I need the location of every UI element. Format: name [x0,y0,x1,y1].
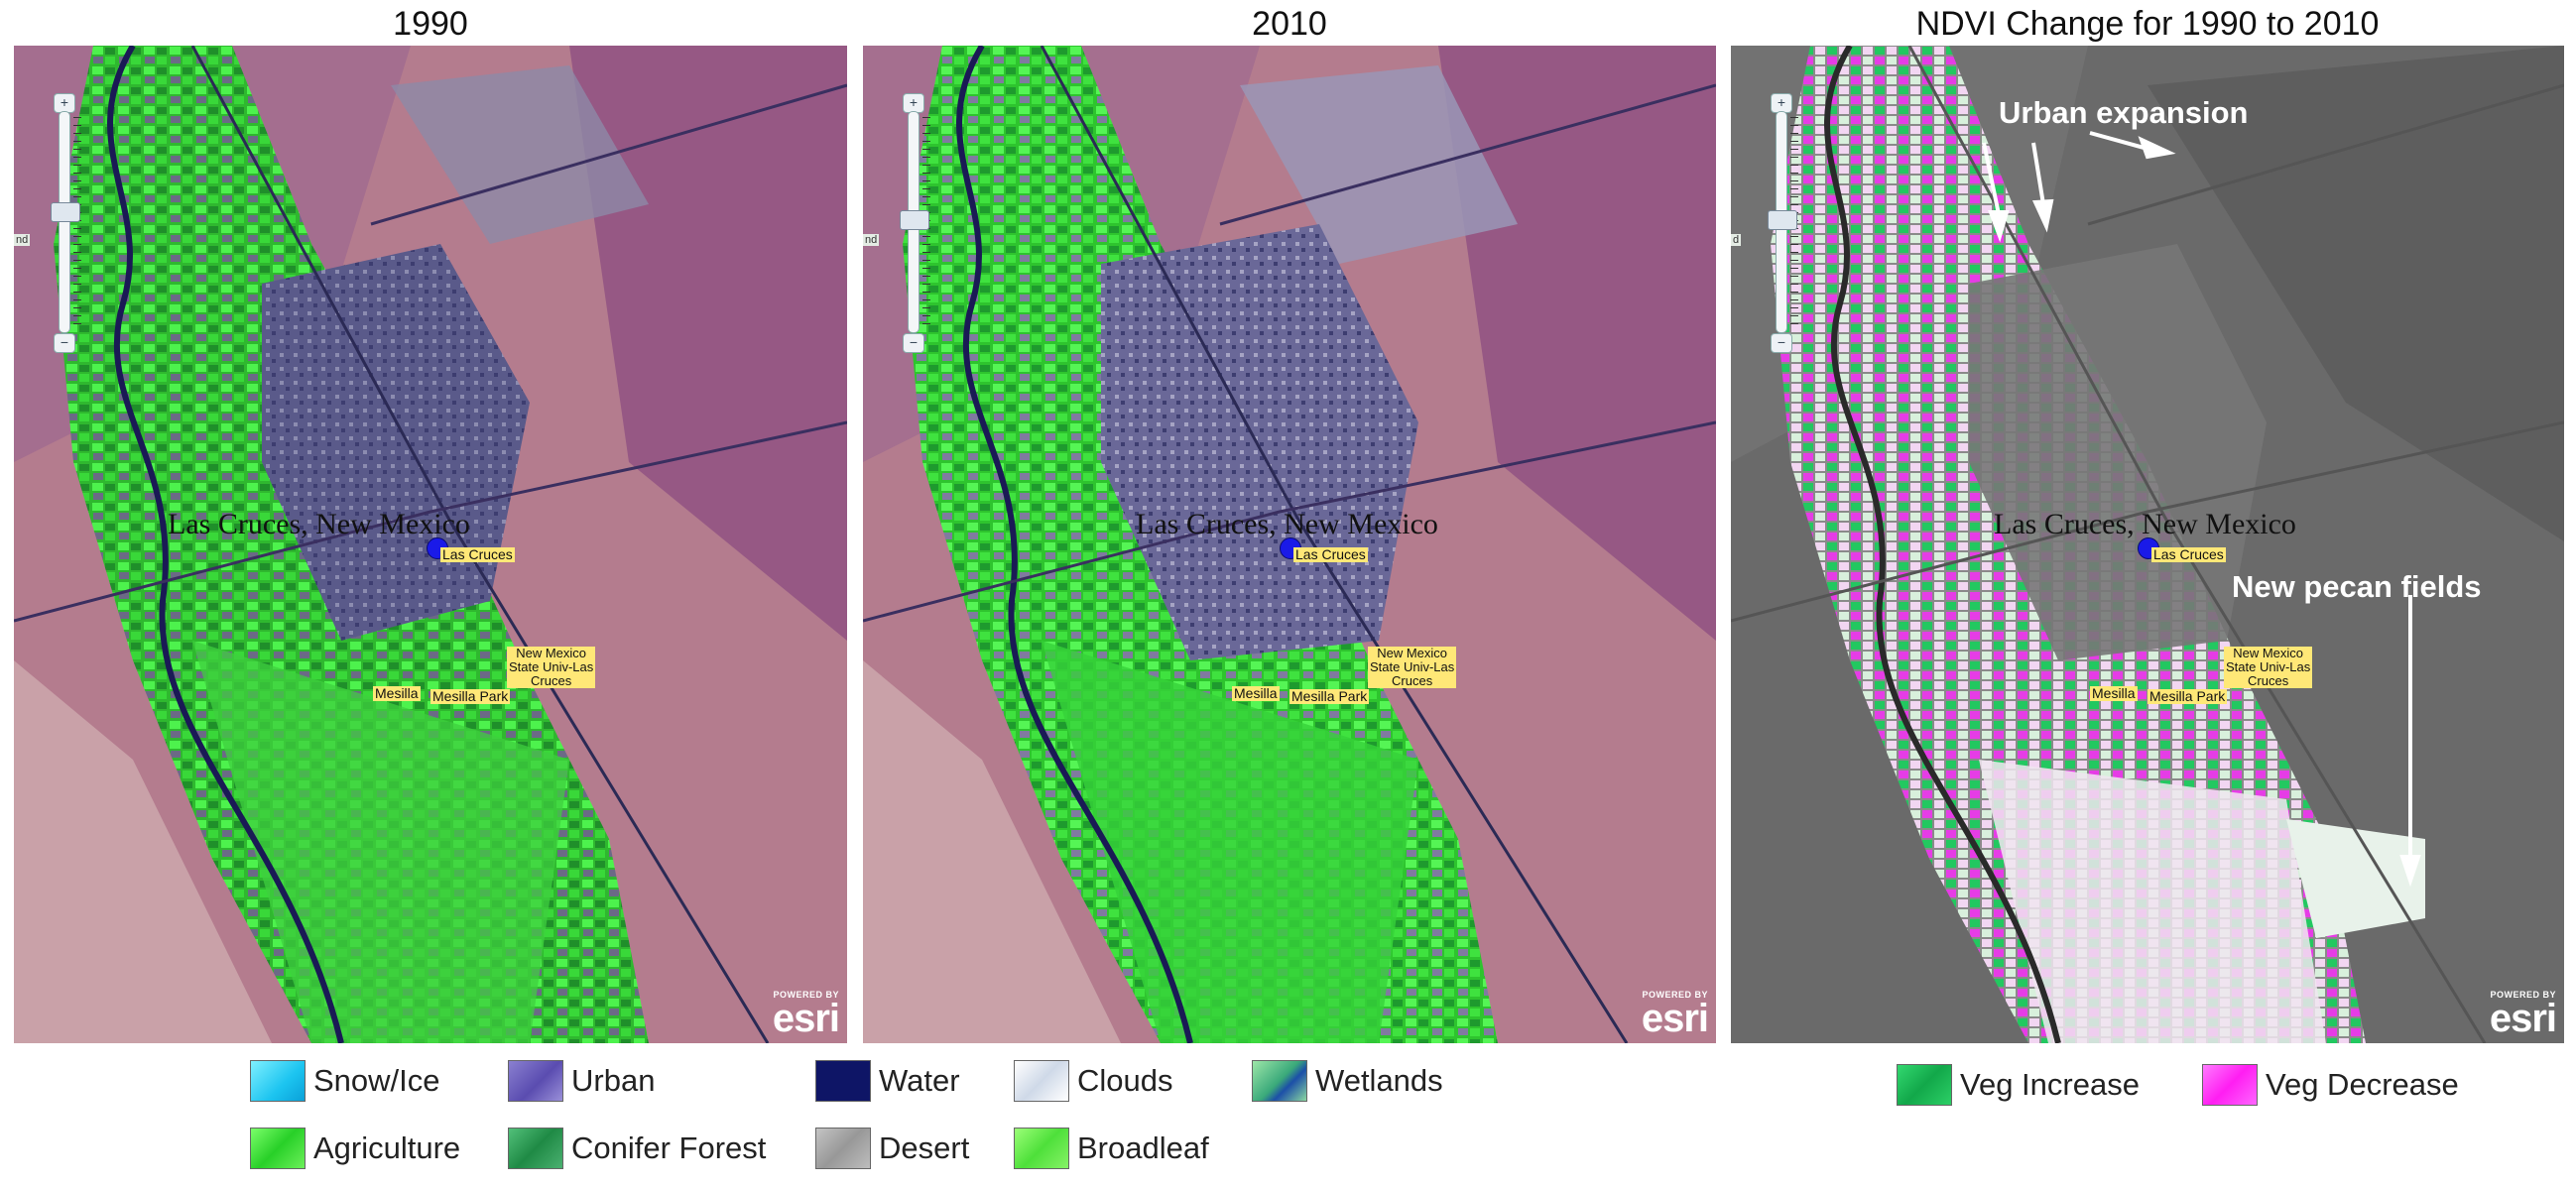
zoom-in-button[interactable]: + [1771,93,1792,113]
legend-label: Urban [571,1063,656,1098]
legend-swatch [250,1128,306,1169]
legend-swatch [815,1128,871,1169]
place-label-mesilla-park: Mesilla Park [2147,688,2228,704]
legend-item-snow-ice: Snow/Ice [250,1059,440,1103]
legend-label: Veg Increase [1960,1067,2140,1102]
place-label-mesilla: Mesilla [2090,685,2138,701]
place-label-mesilla: Mesilla [373,685,421,701]
annotation-new-pecan-fields: New pecan fields [2232,569,2482,604]
place-label-nmsu: New Mexico State Univ-Las Cruces [507,646,596,688]
legend-swatch [1897,1064,1952,1106]
zoom-out-button[interactable]: − [903,333,924,353]
legend-swatch [1014,1060,1069,1102]
legend-label: Agriculture [313,1130,461,1165]
legend-item-desert: Desert [815,1127,969,1170]
zoom-thumb[interactable] [900,210,929,230]
legend-swatch [815,1060,871,1102]
legend-swatch [2202,1064,2258,1106]
map-panel-2010[interactable]: nd + − Las Cruces, New Mexico Las Cruces… [863,46,1716,1043]
zoom-thumb[interactable] [1768,210,1797,230]
legend-item-clouds: Clouds [1014,1059,1173,1103]
zoom-in-button[interactable]: + [54,93,75,113]
legend-label: Conifer Forest [571,1130,767,1165]
zoom-out-button[interactable]: − [54,333,75,353]
legend-item-veg-decrease: Veg Decrease [2202,1063,2459,1107]
esri-logo: POWERED BY esri [772,990,840,1040]
legend-label: Broadleaf [1077,1130,1209,1165]
city-label-large: Las Cruces, New Mexico [168,508,470,540]
place-label-nmsu: New Mexico State Univ-Las Cruces [2224,646,2313,688]
map-panel-1990[interactable]: nd + − Las Cruces, New Mexico Las Cruces… [14,46,847,1043]
place-label-mesilla: Mesilla [1232,685,1280,701]
place-label-las-cruces: Las Cruces [1293,546,1368,562]
legend-item-broadleaf: Broadleaf [1014,1127,1209,1170]
legend-swatch [508,1060,563,1102]
legend-item-veg-increase: Veg Increase [1897,1063,2140,1107]
city-label-large: Las Cruces, New Mexico [1136,508,1438,540]
legend-label: Clouds [1077,1063,1173,1098]
place-label-las-cruces: Las Cruces [2151,546,2226,562]
legend-swatch [1252,1060,1307,1102]
place-label-mesilla-park: Mesilla Park [1289,688,1370,704]
place-label-mesilla-park: Mesilla Park [430,688,511,704]
zoom-thumb[interactable] [51,202,80,222]
map-edge-tab: d [1731,234,1742,246]
legend-label: Desert [879,1130,970,1165]
legend-item-water: Water [815,1059,960,1103]
satellite-imagery-1990 [14,46,847,1043]
legend-item-conifer-forest: Conifer Forest [508,1127,766,1170]
panel-title-2010: 2010 [1252,5,1327,43]
esri-logo: POWERED BY esri [1641,990,1709,1040]
annotation-urban-expansion: Urban expansion [1999,95,2249,130]
esri-logo: POWERED BY esri [2489,990,2557,1040]
legend-swatch [508,1128,563,1169]
map-edge-tab: nd [863,234,880,246]
zoom-out-button[interactable]: − [1771,333,1792,353]
map-edge-tab: nd [14,234,31,246]
map-panel-ndvi-change[interactable]: d + − Urban expansion New pecan fields L… [1731,46,2564,1043]
legend-item-agriculture: Agriculture [250,1127,460,1170]
legend-swatch [1014,1128,1069,1169]
legend-label: Snow/Ice [313,1063,440,1098]
panel-title-1990: 1990 [393,5,468,43]
zoom-track[interactable] [59,111,70,333]
annotation-arrows [1982,131,2421,888]
city-label-large: Las Cruces, New Mexico [1994,508,2296,540]
legend-label: Water [879,1063,960,1098]
legend-label: Wetlands [1315,1063,1443,1098]
zoom-slider[interactable]: + − [51,93,81,353]
legend-label: Veg Decrease [2266,1067,2459,1102]
place-label-nmsu: New Mexico State Univ-Las Cruces [1368,646,1457,688]
panel-title-ndvi-change: NDVI Change for 1990 to 2010 [1915,5,2380,43]
place-label-las-cruces: Las Cruces [440,546,515,562]
legend-item-urban: Urban [508,1059,655,1103]
zoom-slider[interactable]: + − [1768,93,1798,353]
zoom-slider[interactable]: + − [900,93,930,353]
zoom-in-button[interactable]: + [903,93,924,113]
legend-swatch [250,1060,306,1102]
legend-item-wetlands: Wetlands [1252,1059,1443,1103]
